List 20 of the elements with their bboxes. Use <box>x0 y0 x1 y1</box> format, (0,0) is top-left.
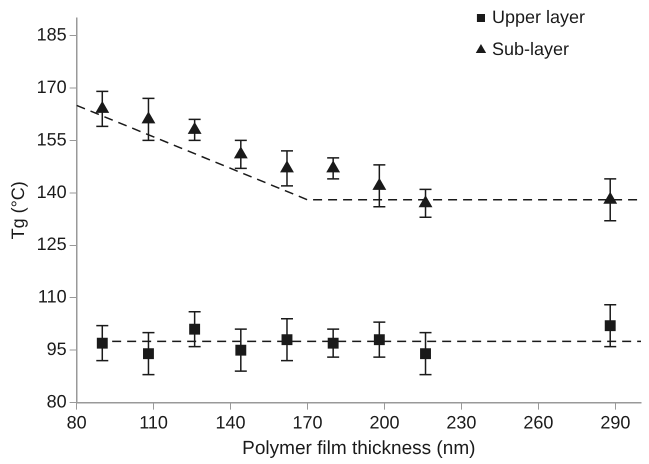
y-axis-title: Tg (°C) <box>8 181 28 240</box>
x-tick-label: 200 <box>369 412 400 432</box>
y-tick-label: 80 <box>46 392 67 412</box>
y-tick-label: 110 <box>38 286 67 307</box>
y-tick-label: 95 <box>46 339 67 360</box>
x-tick-label: 110 <box>139 412 168 432</box>
legend-label: Sub-layer <box>492 38 570 59</box>
x-tick-label: 290 <box>600 412 630 432</box>
legend-label: Upper layer <box>492 6 586 27</box>
x-tick-label: 140 <box>216 412 246 432</box>
x-tick-label: 170 <box>292 412 323 432</box>
y-tick-label: 140 <box>36 182 67 202</box>
y-tick-label: 185 <box>36 24 67 44</box>
x-tick-label: 260 <box>523 412 554 432</box>
y-tick-label: 125 <box>36 234 67 254</box>
y-tick-label: 170 <box>36 76 67 97</box>
x-tick-label: 80 <box>66 412 87 432</box>
x-axis-title: Polymer film thickness (nm) <box>242 438 476 459</box>
x-tick-label: 230 <box>446 412 476 432</box>
y-tick-label: 155 <box>36 129 67 150</box>
